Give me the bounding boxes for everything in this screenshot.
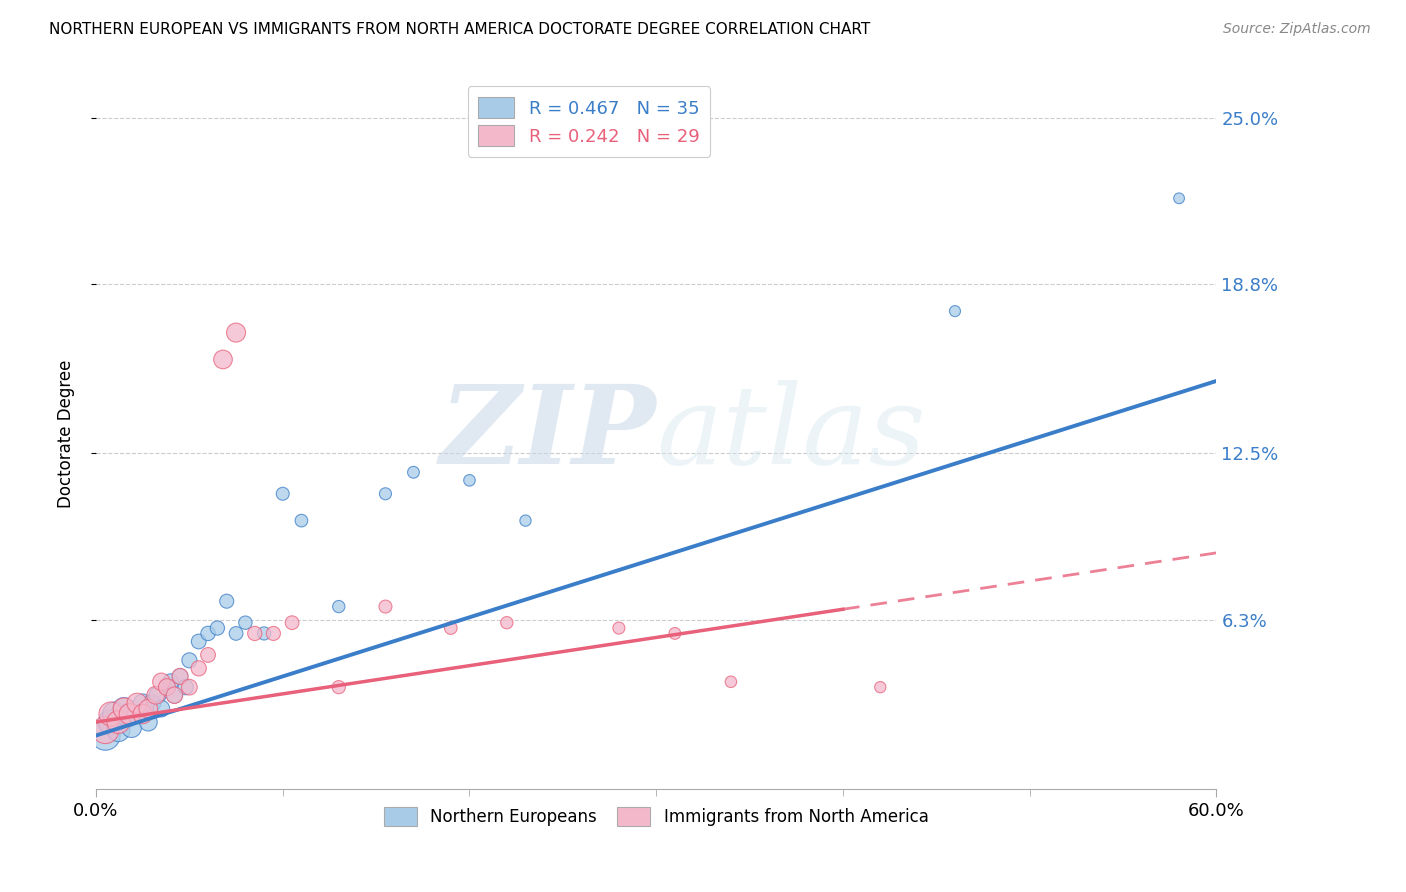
Point	[107, 714, 129, 729]
Point	[159, 674, 181, 689]
Point	[117, 709, 139, 723]
Point	[169, 669, 191, 683]
Point	[150, 701, 173, 715]
Point	[869, 680, 891, 694]
Point	[402, 465, 425, 479]
Point	[243, 626, 266, 640]
Point	[187, 661, 209, 675]
Point	[127, 696, 149, 710]
Point	[225, 326, 247, 340]
Point	[458, 473, 481, 487]
Point	[607, 621, 630, 635]
Point	[374, 599, 396, 614]
Point	[187, 634, 209, 648]
Point	[262, 626, 284, 640]
Point	[179, 680, 201, 694]
Point	[179, 653, 201, 667]
Point	[100, 714, 122, 729]
Point	[107, 723, 129, 738]
Point	[197, 626, 219, 640]
Point	[215, 594, 238, 608]
Point	[104, 706, 127, 721]
Y-axis label: Doctorate Degree: Doctorate Degree	[58, 359, 75, 508]
Point	[145, 688, 167, 702]
Point	[515, 514, 537, 528]
Text: atlas: atlas	[657, 380, 925, 487]
Point	[207, 621, 229, 635]
Text: ZIP: ZIP	[440, 380, 657, 487]
Point	[197, 648, 219, 662]
Point	[163, 688, 186, 702]
Point	[136, 701, 159, 715]
Legend: Northern Europeans, Immigrants from North America: Northern Europeans, Immigrants from Nort…	[375, 798, 936, 834]
Point	[100, 706, 122, 721]
Point	[225, 626, 247, 640]
Point	[943, 304, 966, 318]
Point	[150, 674, 173, 689]
Point	[235, 615, 257, 630]
Point	[131, 706, 153, 721]
Point	[141, 696, 163, 710]
Text: NORTHERN EUROPEAN VS IMMIGRANTS FROM NORTH AMERICA DOCTORATE DEGREE CORRELATION : NORTHERN EUROPEAN VS IMMIGRANTS FROM NOR…	[49, 22, 870, 37]
Point	[664, 626, 686, 640]
Point	[112, 701, 135, 715]
Point	[374, 487, 396, 501]
Point	[94, 723, 117, 738]
Point	[112, 701, 135, 715]
Point	[163, 688, 186, 702]
Point	[169, 669, 191, 683]
Point	[328, 599, 350, 614]
Point	[1168, 191, 1191, 205]
Point	[440, 621, 463, 635]
Point	[290, 514, 312, 528]
Point	[156, 680, 179, 694]
Point	[212, 352, 235, 367]
Point	[174, 680, 197, 694]
Point	[146, 688, 169, 702]
Point	[131, 696, 153, 710]
Point	[94, 729, 117, 743]
Point	[253, 626, 276, 640]
Point	[118, 706, 141, 721]
Point	[156, 680, 179, 694]
Point	[720, 674, 742, 689]
Point	[281, 615, 304, 630]
Point	[328, 680, 350, 694]
Point	[136, 714, 159, 729]
Point	[495, 615, 517, 630]
Text: Source: ZipAtlas.com: Source: ZipAtlas.com	[1223, 22, 1371, 37]
Point	[121, 721, 143, 735]
Point	[127, 706, 149, 721]
Point	[271, 487, 294, 501]
